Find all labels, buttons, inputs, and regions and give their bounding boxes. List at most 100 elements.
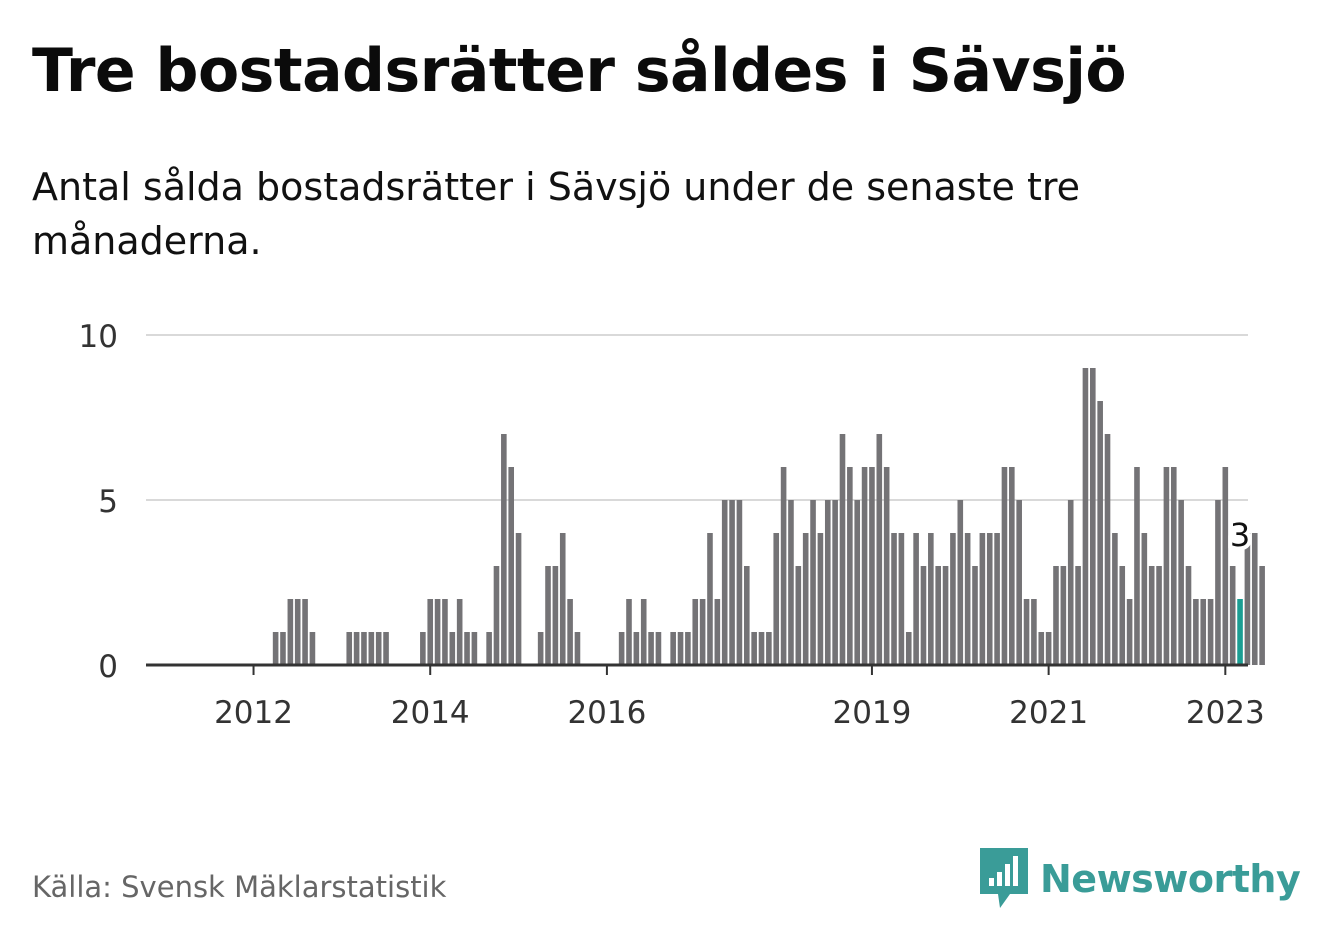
bar bbox=[1009, 467, 1015, 665]
bar bbox=[353, 632, 360, 665]
bar bbox=[346, 632, 353, 665]
bar bbox=[979, 533, 986, 665]
x-tick-label: 2016 bbox=[567, 695, 646, 731]
bar bbox=[707, 533, 713, 665]
bar bbox=[1060, 566, 1067, 665]
bar bbox=[626, 599, 632, 665]
bar bbox=[574, 632, 581, 665]
bar bbox=[442, 599, 448, 665]
bar bbox=[1104, 434, 1111, 665]
bar bbox=[847, 467, 853, 665]
brand-logo: Newsworthy bbox=[980, 848, 1301, 910]
bar bbox=[780, 467, 787, 665]
bar bbox=[905, 632, 912, 665]
x-tick-label: 2021 bbox=[1009, 695, 1088, 731]
bar-chart-speech-bubble-icon bbox=[980, 848, 1028, 908]
bar bbox=[1134, 467, 1140, 665]
bar bbox=[920, 566, 927, 665]
bar bbox=[766, 632, 772, 665]
y-tick-label: 0 bbox=[98, 649, 118, 685]
bar bbox=[773, 533, 780, 665]
bar bbox=[559, 533, 566, 665]
bar bbox=[1075, 566, 1081, 665]
bar bbox=[729, 500, 735, 665]
bar bbox=[1215, 500, 1221, 665]
bar bbox=[1090, 368, 1096, 665]
labels: 0 5 10 2012 2014 2016 2019 2021 2023 3 bbox=[79, 319, 1265, 731]
bar bbox=[633, 632, 640, 665]
bar bbox=[714, 599, 721, 665]
bar bbox=[913, 533, 919, 665]
bar bbox=[972, 566, 978, 665]
axes bbox=[146, 663, 1248, 675]
x-tick-label: 2014 bbox=[391, 695, 470, 731]
bars bbox=[272, 368, 1265, 665]
bar bbox=[1053, 566, 1059, 665]
bar bbox=[869, 467, 875, 665]
bar bbox=[817, 533, 824, 665]
bar bbox=[1126, 599, 1133, 665]
bar bbox=[950, 533, 956, 665]
bar bbox=[758, 632, 765, 665]
bar bbox=[898, 533, 905, 665]
bar bbox=[1207, 599, 1214, 665]
bar bbox=[1038, 632, 1045, 665]
chart-subtitle: Antal sålda bostadsrätter i Sävsjö under… bbox=[32, 165, 1081, 263]
bar bbox=[1082, 368, 1089, 665]
bar bbox=[743, 566, 750, 665]
bar bbox=[1112, 533, 1118, 665]
bar bbox=[751, 632, 757, 665]
bar bbox=[655, 632, 662, 665]
bar bbox=[567, 599, 573, 665]
bar bbox=[368, 632, 375, 665]
bar bbox=[692, 599, 699, 665]
bar bbox=[839, 434, 846, 665]
bar bbox=[1031, 599, 1037, 665]
bar bbox=[942, 566, 949, 665]
bar bbox=[957, 500, 964, 665]
bar bbox=[618, 632, 625, 665]
bar bbox=[1259, 566, 1265, 665]
bar bbox=[640, 599, 647, 665]
bar bbox=[456, 599, 463, 665]
bar bbox=[788, 500, 794, 665]
bar bbox=[677, 632, 684, 665]
bar bbox=[964, 533, 971, 665]
bar bbox=[1156, 566, 1162, 665]
bar bbox=[832, 500, 838, 665]
chart-title: Tre bostadsrätter såldes i Sävsjö bbox=[32, 36, 1127, 106]
bar bbox=[361, 632, 367, 665]
bar bbox=[537, 632, 544, 665]
bar bbox=[493, 566, 500, 665]
bar bbox=[1222, 467, 1229, 665]
bar bbox=[545, 566, 551, 665]
bar bbox=[1119, 566, 1126, 665]
y-tick-label: 5 bbox=[98, 484, 118, 520]
bar bbox=[287, 599, 294, 665]
bar bbox=[420, 632, 426, 665]
bar bbox=[721, 500, 728, 665]
bar-chart: 0 5 10 2012 2014 2016 2019 2021 2023 3 bbox=[79, 319, 1265, 731]
bar bbox=[1244, 533, 1251, 665]
bar bbox=[501, 434, 507, 665]
bar bbox=[272, 632, 279, 665]
bar bbox=[434, 599, 441, 665]
bar bbox=[824, 500, 831, 665]
bar bbox=[427, 599, 434, 665]
y-tick-label: 10 bbox=[79, 319, 118, 355]
bar bbox=[736, 500, 743, 665]
bar bbox=[891, 533, 897, 665]
bar bbox=[280, 632, 286, 665]
bar bbox=[861, 467, 868, 665]
bar bbox=[1251, 533, 1258, 665]
bar bbox=[515, 533, 522, 665]
bar bbox=[670, 632, 676, 665]
highlight-value-label: 3 bbox=[1230, 516, 1250, 554]
bar bbox=[802, 533, 809, 665]
bar bbox=[1001, 467, 1008, 665]
bar bbox=[1016, 500, 1022, 665]
bar bbox=[928, 533, 934, 665]
bar bbox=[1097, 401, 1103, 665]
bar bbox=[1148, 566, 1155, 665]
x-tick-label: 2023 bbox=[1186, 695, 1265, 731]
